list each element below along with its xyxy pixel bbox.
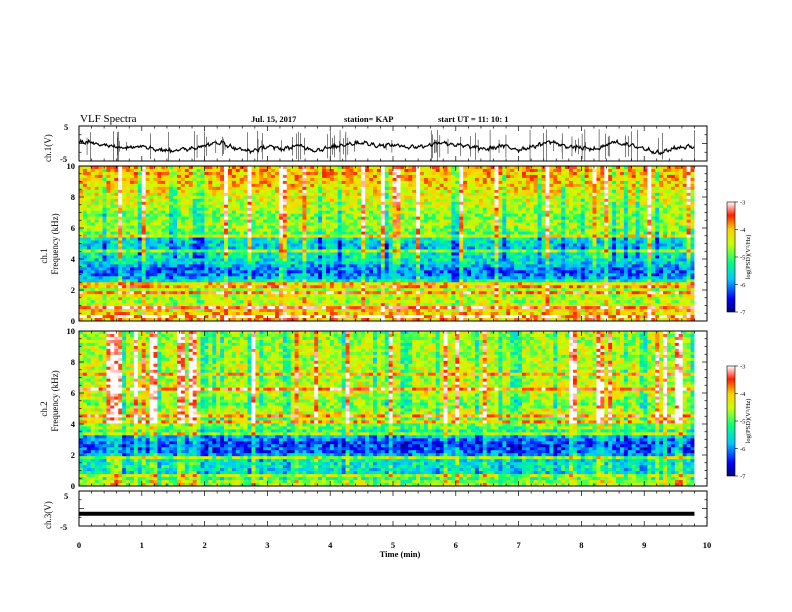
header-date: Jul. 15, 2017 <box>251 114 297 124</box>
ch1-colorbar-label: log(PSD)(V²/Hz) <box>745 235 752 280</box>
spectrogram-ytick-label: 10 <box>67 161 76 171</box>
colorbar-tick-label: -7 <box>740 474 746 481</box>
ch1-waveform-ylabel: ch.1(V) <box>43 134 53 162</box>
ch1-spectrogram-panel: 0 2 4 6 8 10 ch.1 Frequency (kHz) -3 -4 -5 -6 -7 … <box>39 161 752 326</box>
spectrogram-ytick-label: 6 <box>71 223 75 233</box>
header-station: station= KAP <box>344 114 393 124</box>
ch3-waveform-ylabel: ch.3(V) <box>43 501 53 529</box>
x-tick-label: 10 <box>703 540 712 550</box>
x-tick-label: 5 <box>391 540 395 550</box>
x-tick-label: 2 <box>202 540 206 550</box>
spectrogram-ytick-label: 2 <box>71 450 75 460</box>
colorbar-tick-label: -3 <box>740 200 745 207</box>
ch3-waveform-panel: 5 -5 ch.3(V) <box>43 490 708 532</box>
ch2-spectrogram-panel: 0 2 4 6 8 10 ch.2 Frequency (kHz) -3 -4 -5 -6 -7 … <box>39 326 752 491</box>
ch2-colorbar-label: log(PSD)(V²/Hz) <box>745 399 752 444</box>
ch1-ytick-top: 5 <box>64 122 68 132</box>
x-tick-label: 0 <box>77 540 81 550</box>
colorbar-tick-label: -5 <box>740 255 745 262</box>
spectrogram-ytick-label: 0 <box>71 316 75 326</box>
ch1-waveform-line <box>79 138 695 156</box>
x-tick-label: 4 <box>328 540 333 550</box>
colorbar-tick-label: -4 <box>740 391 746 398</box>
x-tick-label: 9 <box>642 540 646 550</box>
x-tick-label: 7 <box>516 540 521 550</box>
spectrogram-ytick-label: 8 <box>71 192 75 202</box>
ch3-ytick-top: 5 <box>64 491 68 501</box>
ch3-ytick-bottom: -5 <box>60 522 67 532</box>
colorbar-tick-label: -6 <box>740 282 746 289</box>
ch1-waveform-panel: 5 -5 ch.1(V) <box>43 122 708 164</box>
colorbar-tick-label: -4 <box>740 227 746 234</box>
colorbar-tick-label: -6 <box>740 446 746 453</box>
x-axis-label: Time (min) <box>380 549 421 559</box>
spectrogram-ytick-label: 4 <box>71 419 76 429</box>
chart-title: VLF Spectra <box>80 113 137 125</box>
colorbar-tick-label: -3 <box>740 364 745 371</box>
colorbar-tick-label: -7 <box>740 310 746 317</box>
x-tick-label: 3 <box>265 540 269 550</box>
ch1-ytick-bottom: -5 <box>60 154 67 164</box>
colorbar-tick-label: -5 <box>740 419 745 426</box>
ch1-spectrogram-ylabel: ch.1 <box>39 248 49 263</box>
ch1-spectrogram-ylabel2: Frequency (kHz) <box>50 213 60 274</box>
spectrogram-ytick-label: 0 <box>71 481 75 491</box>
spectrogram-ytick-label: 4 <box>71 254 76 264</box>
spectrogram-ytick-label: 6 <box>71 388 75 398</box>
x-axis-tick-labels: 0 1 2 3 4 5 6 7 8 9 10 <box>77 540 711 550</box>
ch1-colorbar: -3 -4 -5 -6 -7 log(PSD)(V²/Hz) <box>726 200 752 317</box>
x-tick-label: 6 <box>454 540 458 550</box>
header-start-time: start UT = 11: 10: 1 <box>438 114 509 124</box>
ch2-colorbar: -3 -4 -5 -6 -7 log(PSD)(V²/Hz) <box>726 364 752 481</box>
spectrogram-ytick-label: 10 <box>67 326 76 336</box>
x-tick-label: 1 <box>140 540 144 550</box>
x-tick-label: 8 <box>579 540 583 550</box>
ch2-spectrogram-ylabel2: Frequency (kHz) <box>50 370 60 431</box>
ch2-spectrogram-ylabel: ch.2 <box>39 401 49 416</box>
spectrogram-ytick-label: 8 <box>71 357 75 367</box>
spectrogram-ytick-label: 2 <box>71 285 75 295</box>
